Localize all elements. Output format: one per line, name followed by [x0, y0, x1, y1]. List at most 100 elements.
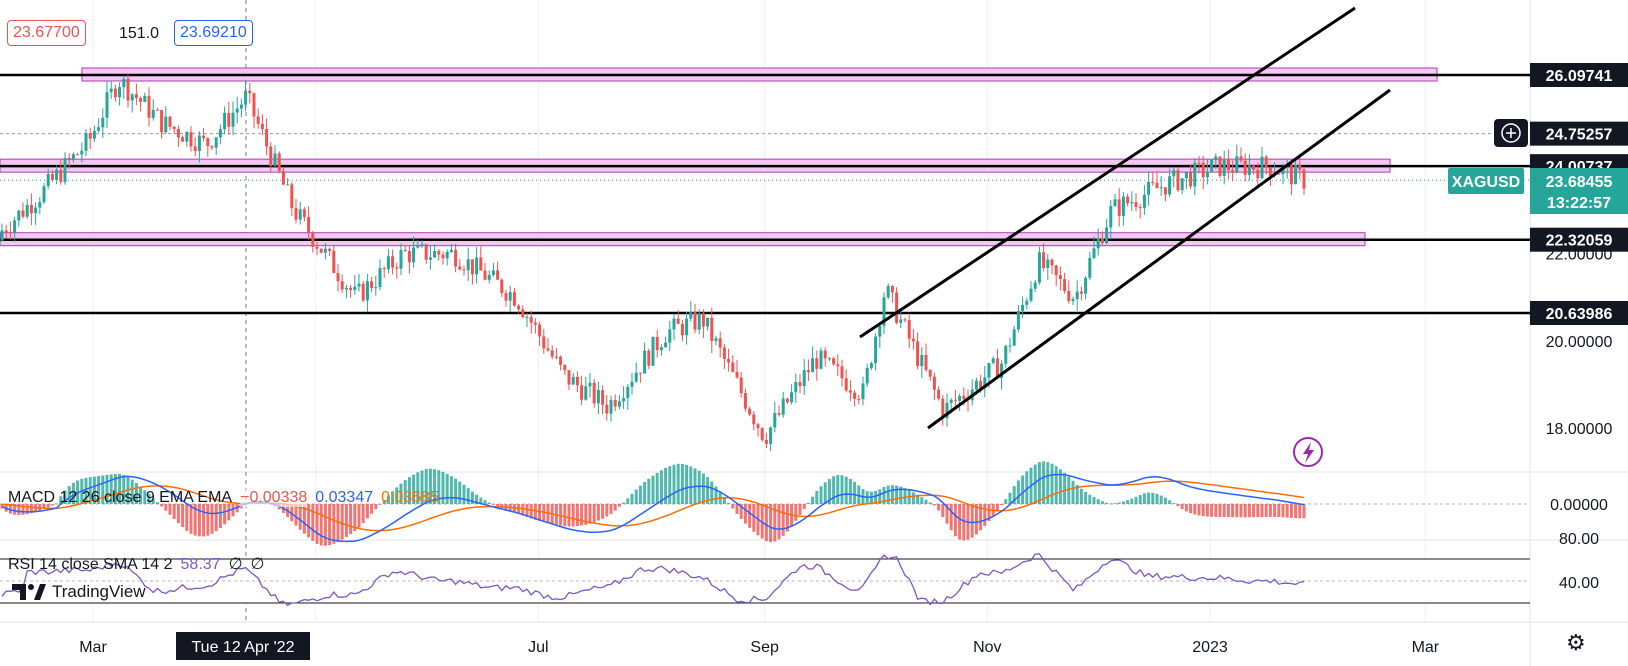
candle-body [260, 123, 264, 130]
macd-hist-bar-258 [1084, 491, 1088, 504]
candle-16 [67, 153, 71, 170]
candle-18 [76, 153, 80, 156]
candle-body [46, 174, 50, 187]
bid-price-box[interactable]: 23.67700 [7, 20, 86, 46]
candle-191 [802, 359, 806, 395]
candle-body [420, 244, 424, 246]
candle-153 [643, 342, 647, 374]
lightning-circle-icon[interactable] [1293, 437, 1323, 467]
gear-icon[interactable]: ⚙ [1566, 630, 1586, 655]
candle-body [840, 366, 844, 379]
candle-308 [1294, 159, 1298, 185]
ask-price-box[interactable]: 23.69210 [174, 20, 253, 46]
candle-146 [613, 394, 617, 412]
macd-hist-bar-27 [113, 473, 117, 504]
macd-hist-bar-250 [1050, 463, 1054, 504]
candle-157 [659, 344, 663, 356]
candle-87 [365, 274, 369, 313]
candle-129 [542, 328, 546, 354]
macd-hist-bar-163 [685, 464, 689, 504]
macd-hist-bar-113 [475, 494, 479, 504]
candle-body [399, 249, 403, 269]
price-tick-bg [1530, 121, 1628, 146]
macd-hist-bar-289 [1214, 504, 1218, 517]
macd-hist-bar-77 [323, 504, 327, 546]
macd-hist-bar-181 [760, 504, 764, 539]
candle-80 [336, 264, 340, 292]
candle-58 [244, 79, 248, 112]
macd-hist-bar-292 [1226, 504, 1230, 518]
macd-tick-0: 0.00000 [1550, 497, 1608, 514]
candle-body [1147, 181, 1151, 195]
macd-hist-bar-217 [911, 492, 915, 504]
candle-65 [273, 145, 277, 168]
macd-hist-bar-134 [563, 504, 567, 527]
candle-body [206, 138, 210, 147]
candle-body [433, 250, 437, 258]
candle-11 [46, 168, 50, 190]
candle-body [949, 399, 953, 403]
macd-hist-bar-99 [416, 472, 420, 504]
candle-307 [1289, 159, 1293, 196]
candle-body [1130, 202, 1134, 204]
candle-body [1067, 291, 1071, 301]
macd-hist-bar-46 [193, 504, 197, 536]
macd-hist-bar-253 [1063, 472, 1067, 504]
candle-95 [399, 243, 403, 276]
macd-hist-bar-124 [521, 504, 525, 516]
macd-hist-bar-143 [601, 504, 605, 519]
macd-hist-bar-208 [874, 490, 878, 504]
tradingview-logo[interactable]: TradingView [12, 578, 146, 606]
candle-188 [790, 384, 794, 405]
time-tick-2: Sep [750, 639, 779, 656]
candle-131 [550, 345, 554, 360]
candle-body [554, 356, 558, 358]
price-tick-label: 18.00000 [1546, 421, 1613, 438]
candle-body [244, 90, 248, 105]
plus-circle-icon[interactable] [1494, 119, 1528, 147]
macd-hist-bar-251 [1054, 466, 1058, 504]
candle-body [874, 336, 878, 364]
macd-hist-bar-285 [1197, 504, 1201, 516]
macd-hist-bar-177 [743, 504, 747, 524]
candle-257 [1079, 286, 1083, 301]
candle-199 [836, 354, 840, 377]
candle-109 [458, 258, 462, 271]
candle-278 [1168, 168, 1172, 197]
macd-hist-bar-51 [214, 504, 218, 532]
macd-hist-bar-85 [357, 504, 361, 528]
macd-hist-bar-219 [920, 497, 924, 504]
candle-body [689, 312, 693, 319]
candle-265 [1113, 194, 1117, 207]
rsi-legend[interactable]: RSI 14 close SMA 14 2 58.37 ∅ ∅ [8, 556, 264, 574]
candle-body [781, 398, 785, 415]
support-resistance-zones [0, 67, 1438, 247]
candle-282 [1184, 172, 1188, 190]
candle-body [88, 133, 92, 139]
candle-160 [672, 314, 676, 341]
macd-hist-bar-214 [899, 486, 903, 504]
macd-hist-bar-109 [458, 481, 462, 504]
macd-signal-line [1, 480, 1305, 532]
rsi-line [1, 553, 1305, 607]
macd-hist-bar-182 [764, 504, 768, 542]
candle-90 [378, 259, 382, 291]
candle-35 [147, 87, 151, 127]
candle-body [727, 358, 731, 363]
macd-hist-bar-29 [122, 474, 126, 504]
candle-56 [235, 96, 239, 124]
price-tick-label: 22.32059 [1546, 233, 1613, 250]
candle-body [412, 247, 416, 263]
candle-body [1205, 171, 1209, 178]
macd-hist-bar-50 [210, 504, 214, 534]
macd-hist-bar-12 [50, 504, 54, 506]
candle-22 [92, 125, 96, 142]
candle-96 [403, 245, 407, 253]
candle-38 [160, 109, 164, 139]
candle-293 [1231, 160, 1235, 182]
macd-hist-bar-263 [1105, 502, 1109, 504]
macd-legend[interactable]: MACD 12 26 close 9 EMA EMA −0.00338 0.03… [8, 489, 439, 507]
candle-body [202, 135, 206, 139]
candle-body [491, 270, 495, 276]
